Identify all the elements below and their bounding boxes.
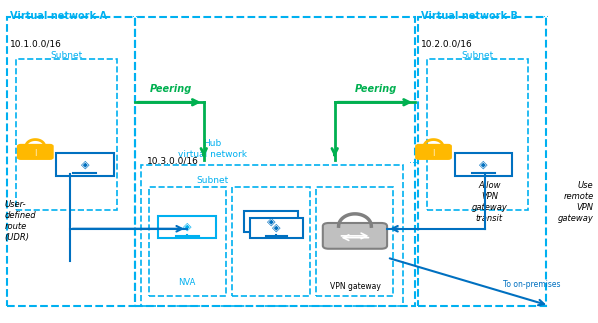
Text: ◈: ◈ (272, 223, 280, 233)
FancyBboxPatch shape (323, 223, 387, 249)
Text: |: | (432, 149, 435, 156)
Text: 10.3.0.0/16: 10.3.0.0/16 (147, 157, 199, 166)
FancyBboxPatch shape (18, 145, 53, 159)
FancyBboxPatch shape (249, 217, 303, 238)
Text: ◈: ◈ (81, 160, 89, 170)
Text: Peering: Peering (355, 84, 398, 94)
Text: ...: ... (129, 9, 138, 19)
Text: ◈: ◈ (479, 160, 488, 170)
Text: ...: ... (409, 155, 418, 165)
Text: To on-premises: To on-premises (504, 280, 561, 289)
FancyBboxPatch shape (416, 145, 451, 159)
Text: |: | (34, 149, 36, 156)
Text: 10.2.0.0/16: 10.2.0.0/16 (421, 40, 473, 49)
Text: Use
remote
VPN
gateway: Use remote VPN gateway (558, 181, 594, 223)
Text: ◈: ◈ (183, 222, 191, 232)
FancyBboxPatch shape (158, 216, 216, 238)
Text: Subnet: Subnet (462, 51, 494, 60)
Text: NVA: NVA (178, 278, 196, 287)
Text: Virtual network B: Virtual network B (421, 11, 518, 21)
Text: Subnet: Subnet (51, 51, 83, 60)
Text: ...: ... (540, 9, 549, 19)
Text: Peering: Peering (150, 84, 192, 94)
Text: Virtual network A: Virtual network A (10, 11, 107, 21)
FancyBboxPatch shape (454, 153, 512, 176)
Text: ◈: ◈ (267, 216, 275, 226)
FancyBboxPatch shape (244, 211, 298, 232)
Text: User-
defined
route
(UDR): User- defined route (UDR) (4, 200, 36, 242)
Text: Hub
virtual network: Hub virtual network (178, 139, 247, 159)
Text: Subnet: Subnet (197, 176, 229, 185)
Text: Allow
VPN
gateway
transit: Allow VPN gateway transit (472, 181, 508, 223)
Text: 10.1.0.0/16: 10.1.0.0/16 (10, 40, 62, 49)
Text: VPN gateway: VPN gateway (329, 282, 380, 291)
FancyBboxPatch shape (56, 153, 114, 176)
